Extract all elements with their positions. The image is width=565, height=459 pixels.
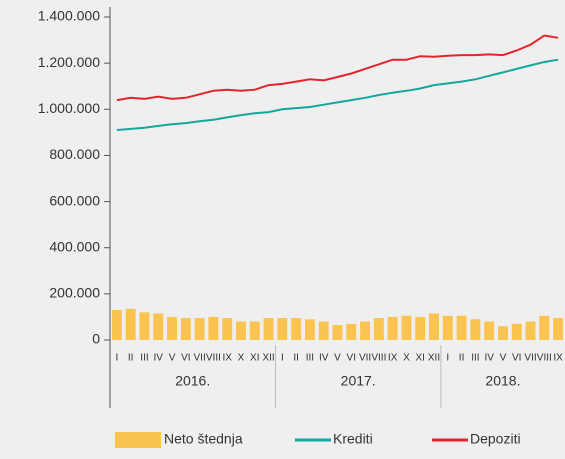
x-tick-label: XII [262, 353, 274, 364]
legend-label: Neto štednja [164, 431, 243, 447]
bar [125, 308, 136, 340]
legend-label: Depoziti [470, 431, 521, 447]
x-tick-label: VIII [537, 353, 552, 364]
x-tick-label: XI [250, 353, 259, 364]
bar [442, 315, 453, 340]
year-label: 2018. [485, 373, 520, 389]
bar [511, 323, 522, 340]
x-tick-label: XI [416, 353, 425, 364]
x-tick-label: IX [388, 353, 398, 364]
y-tick-label: 0 [92, 331, 100, 347]
x-tick-label: I [116, 353, 119, 364]
bar [415, 316, 426, 340]
x-tick-label: V [169, 353, 176, 364]
x-tick-label: IX [553, 353, 563, 364]
bar [497, 326, 508, 340]
bar [401, 315, 412, 340]
x-tick-label: VII [194, 353, 206, 364]
x-tick-label: IV [154, 353, 164, 364]
bar [539, 315, 550, 340]
legend-label: Krediti [333, 431, 373, 447]
x-tick-label: I [281, 353, 284, 364]
bar [484, 321, 495, 340]
bar [456, 315, 467, 340]
line [116, 34, 559, 102]
x-tick-label: II [128, 353, 134, 364]
bar [553, 318, 564, 340]
bar [194, 318, 205, 340]
bar [304, 319, 315, 340]
x-tick-label: VI [347, 353, 356, 364]
x-tick-label: I [446, 353, 449, 364]
x-tick-label: III [306, 353, 314, 364]
bar [429, 313, 439, 340]
bar [180, 318, 191, 340]
bar [318, 321, 329, 340]
x-tick-label: VIII [206, 353, 221, 364]
y-tick-label: 400.000 [49, 238, 100, 254]
bar [360, 321, 371, 340]
bar [291, 318, 302, 340]
x-tick-label: IX [222, 353, 232, 364]
x-tick-label: VI [181, 353, 190, 364]
x-tick-label: VII [524, 353, 536, 364]
year-label: 2016. [175, 373, 210, 389]
y-tick-label: 800.000 [49, 146, 100, 162]
y-tick-label: 1.000.000 [38, 100, 100, 116]
line [116, 58, 559, 131]
x-tick-label: V [500, 353, 507, 364]
y-tick-label: 1.200.000 [38, 54, 100, 70]
bar [373, 318, 384, 340]
bar [208, 316, 219, 340]
bar [111, 310, 122, 340]
x-tick-label: IV [319, 353, 329, 364]
bar [263, 318, 274, 340]
x-tick-label: II [459, 353, 465, 364]
x-tick-label: VI [512, 353, 521, 364]
x-tick-label: X [238, 353, 245, 364]
y-tick-label: 1.400.000 [38, 8, 100, 24]
bar [470, 319, 481, 340]
x-tick-label: VII [359, 353, 371, 364]
bar [387, 316, 398, 340]
y-tick-label: 600.000 [49, 192, 100, 208]
bar [153, 313, 164, 340]
x-tick-label: III [140, 353, 148, 364]
bar [277, 318, 288, 340]
bar [525, 321, 536, 340]
bar [332, 325, 343, 340]
x-tick-label: XII [428, 353, 440, 364]
x-tick-label: III [471, 353, 479, 364]
x-tick-label: VIII [371, 353, 386, 364]
bar [346, 323, 357, 340]
bar [222, 318, 233, 340]
x-tick-label: V [334, 353, 341, 364]
x-tick-label: IV [484, 353, 494, 364]
legend-swatch [115, 432, 161, 448]
y-tick-label: 200.000 [49, 285, 100, 301]
bar [236, 321, 246, 340]
x-tick-label: II [293, 353, 299, 364]
bar [167, 316, 178, 340]
bar [139, 312, 150, 340]
bar [249, 321, 260, 340]
x-tick-label: X [403, 353, 410, 364]
year-label: 2017. [341, 373, 376, 389]
